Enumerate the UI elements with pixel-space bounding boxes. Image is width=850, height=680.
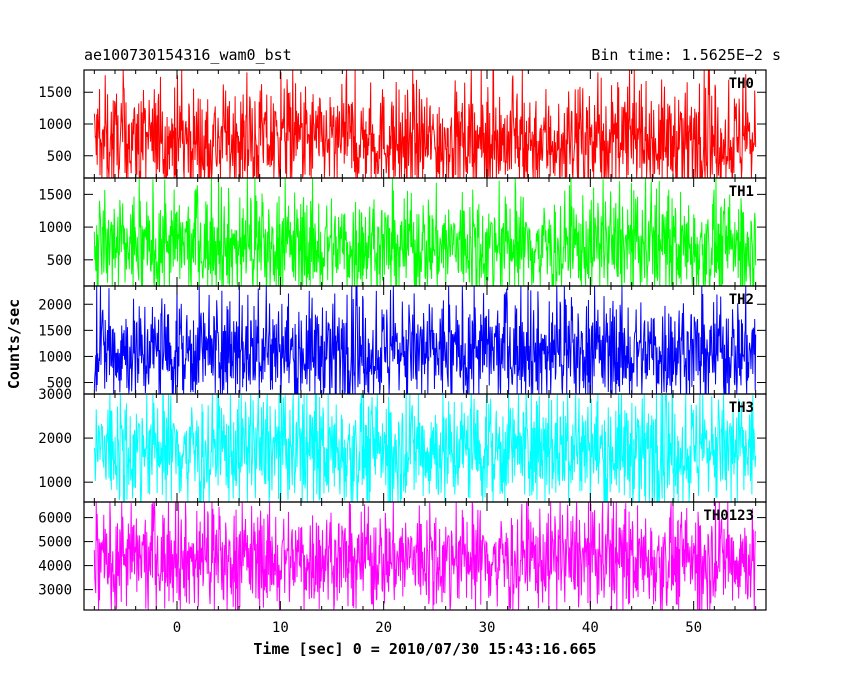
x-tick-label: 20 (375, 620, 392, 636)
y-tick-label: 500 (47, 253, 72, 269)
y-tick-label: 1500 (38, 85, 72, 101)
y-tick-label: 4000 (38, 559, 72, 575)
y-tick-label: 1500 (38, 323, 72, 339)
y-tick-label: 1000 (38, 475, 72, 491)
y-axis-label: Counts/sec (5, 299, 23, 389)
panel-th3: 1000 2000 3000 TH3 (38, 387, 767, 503)
series-line-th0123 (93, 502, 757, 610)
x-tick-label: 0 (173, 620, 181, 636)
bin-time-label: Bin time: 1.5625E−2 s (591, 46, 781, 64)
series-line-th2 (93, 286, 757, 394)
y-tick-label: 1000 (38, 220, 72, 236)
y-tick-label: 1500 (38, 187, 72, 203)
x-tick-label: 30 (479, 620, 496, 636)
chart-title: ae100730154316_wam0_bst (84, 46, 292, 64)
x-axis-label: Time [sec] 0 = 2010/07/30 15:43:16.665 (253, 640, 596, 658)
x-tick-label: 10 (272, 620, 289, 636)
y-tick-label: 3000 (38, 387, 72, 403)
y-tick-label: 6000 (38, 511, 72, 527)
y-tick-label: 500 (47, 376, 72, 392)
series-line-th0 (93, 70, 757, 178)
panel-th0: 500 1000 1500 TH0 (38, 69, 767, 179)
y-tick-label: 500 (47, 149, 72, 165)
panel-th2: 500 1000 1500 2000 TH2 (38, 285, 767, 395)
y-tick-label: 1000 (38, 117, 72, 133)
series-line-th1 (93, 178, 757, 286)
panel-th0123: 3000 4000 5000 6000 TH0123 (38, 501, 767, 611)
y-tick-label: 2000 (38, 431, 72, 447)
x-tick-label: 50 (685, 620, 702, 636)
panel-label-th2: TH2 (729, 292, 754, 308)
panel-th1: 500 1000 1500 TH1 (38, 177, 767, 287)
series-line-th3 (93, 394, 757, 502)
x-tick-label: 40 (582, 620, 599, 636)
y-tick-label: 3000 (38, 583, 72, 599)
y-tick-label: 2000 (38, 297, 72, 313)
panel-label-th0123: TH0123 (703, 508, 754, 524)
y-tick-label: 5000 (38, 535, 72, 551)
y-tick-label: 1000 (38, 349, 72, 365)
panel-label-th0: TH0 (729, 76, 754, 92)
panel-label-th1: TH1 (729, 184, 754, 200)
panel-label-th3: TH3 (729, 400, 754, 416)
